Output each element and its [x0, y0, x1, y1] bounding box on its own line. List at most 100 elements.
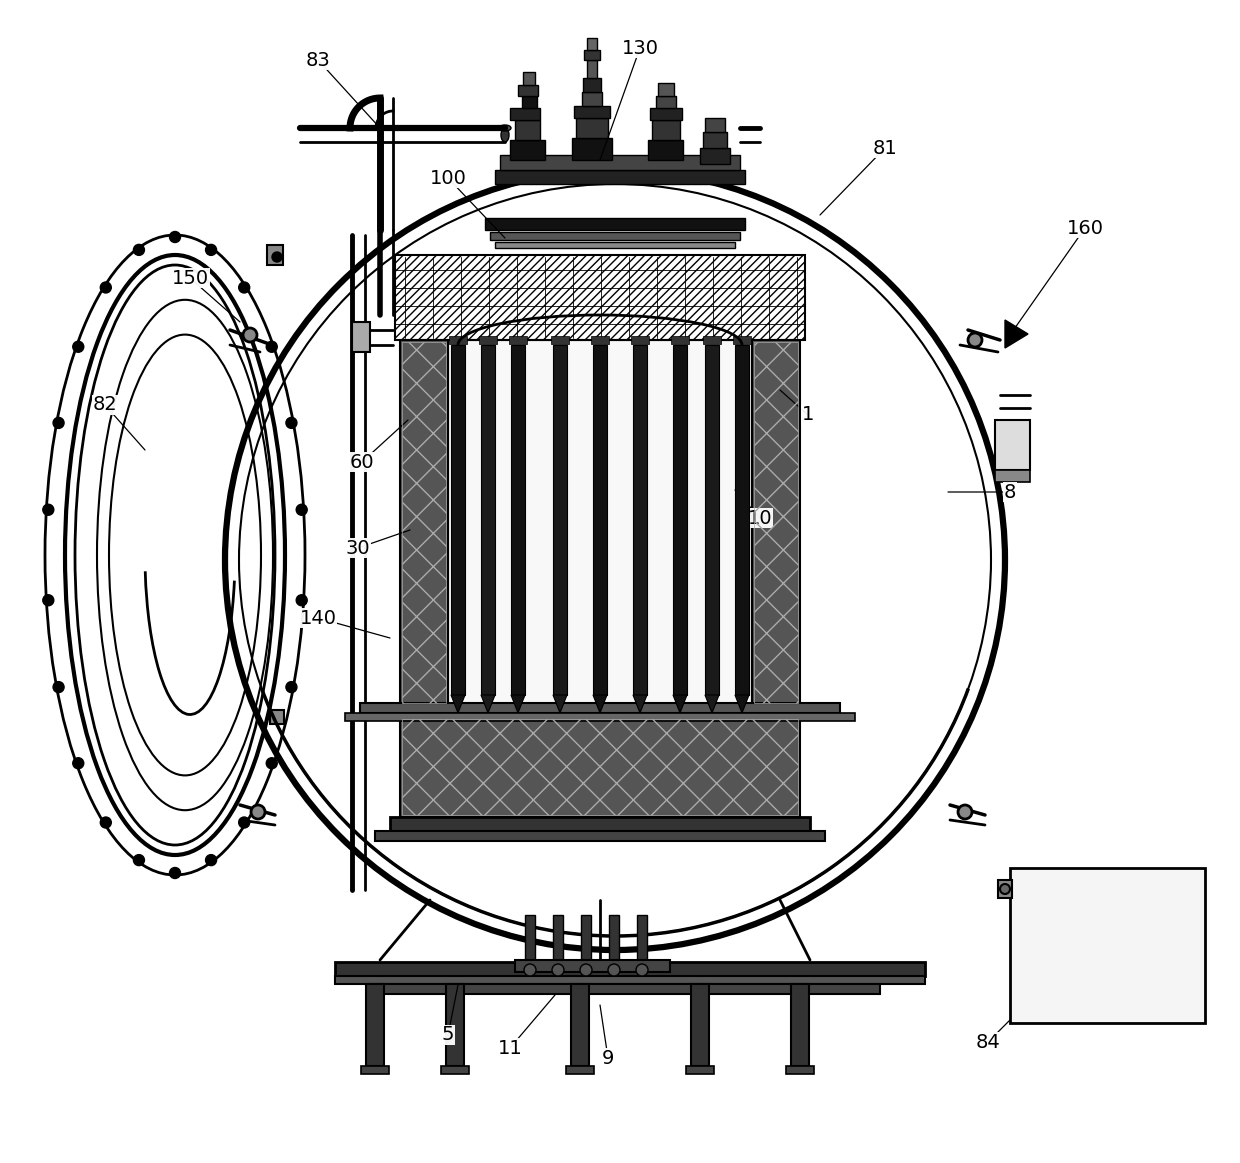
Bar — [584, 50, 600, 60]
Bar — [582, 92, 601, 106]
Circle shape — [239, 818, 249, 828]
Bar — [565, 1066, 594, 1073]
Ellipse shape — [501, 128, 508, 142]
Bar — [515, 120, 539, 140]
Bar — [583, 78, 601, 92]
Bar — [706, 345, 719, 695]
Bar — [515, 959, 670, 972]
Bar — [448, 340, 751, 705]
Bar — [402, 342, 446, 702]
Polygon shape — [593, 695, 608, 713]
Bar — [495, 170, 745, 184]
Circle shape — [296, 594, 308, 606]
Bar — [402, 719, 799, 815]
Bar — [267, 245, 283, 265]
Bar — [637, 915, 647, 965]
Circle shape — [170, 231, 181, 243]
Circle shape — [73, 758, 84, 769]
Text: 5: 5 — [441, 1026, 454, 1044]
Text: 10: 10 — [748, 508, 773, 528]
Ellipse shape — [498, 124, 511, 131]
Circle shape — [250, 805, 265, 819]
Polygon shape — [673, 695, 687, 713]
Bar — [706, 117, 725, 131]
Circle shape — [53, 682, 64, 693]
Bar — [658, 83, 675, 97]
Circle shape — [43, 594, 53, 606]
Text: 8: 8 — [1004, 483, 1017, 501]
Bar — [451, 345, 465, 695]
Text: 83: 83 — [305, 50, 330, 70]
Circle shape — [53, 418, 64, 428]
Bar — [994, 420, 1030, 470]
Bar — [751, 340, 800, 705]
Bar — [703, 131, 727, 148]
Circle shape — [239, 281, 249, 293]
Bar — [370, 984, 880, 994]
Text: 130: 130 — [621, 38, 658, 57]
Bar — [609, 915, 619, 965]
Text: 150: 150 — [171, 269, 208, 287]
Bar — [686, 1066, 714, 1073]
Circle shape — [206, 244, 217, 256]
Bar — [998, 880, 1012, 898]
Bar — [366, 984, 384, 1066]
Circle shape — [206, 855, 217, 865]
Bar — [391, 816, 810, 832]
Circle shape — [134, 855, 144, 865]
Bar — [703, 336, 720, 344]
Bar — [650, 108, 682, 120]
Bar — [510, 140, 546, 160]
Bar — [1011, 868, 1205, 1023]
Bar — [352, 322, 370, 352]
Bar — [500, 155, 740, 170]
Text: 140: 140 — [300, 608, 336, 628]
Polygon shape — [632, 695, 647, 713]
Circle shape — [73, 341, 84, 352]
Bar — [994, 470, 1030, 481]
Bar — [754, 342, 799, 702]
Text: 9: 9 — [601, 1049, 614, 1068]
Bar — [446, 984, 464, 1066]
Circle shape — [636, 964, 649, 976]
Circle shape — [170, 868, 181, 878]
Text: 30: 30 — [346, 538, 371, 557]
Bar — [577, 117, 608, 138]
Bar — [553, 915, 563, 965]
Bar — [449, 336, 467, 344]
Bar — [495, 242, 735, 248]
Circle shape — [134, 244, 144, 256]
Text: 1: 1 — [802, 406, 815, 424]
Circle shape — [580, 964, 591, 976]
Text: 82: 82 — [93, 395, 118, 414]
Bar — [587, 38, 596, 50]
Circle shape — [100, 281, 112, 293]
Bar — [587, 60, 596, 78]
Polygon shape — [511, 695, 525, 713]
Text: 60: 60 — [350, 452, 374, 471]
Bar — [671, 336, 689, 344]
Circle shape — [608, 964, 620, 976]
Bar — [574, 106, 610, 117]
Bar — [673, 345, 687, 695]
Text: 84: 84 — [976, 1033, 1001, 1051]
Bar — [791, 984, 808, 1066]
Bar — [701, 148, 730, 164]
Bar — [511, 345, 525, 695]
Bar — [525, 915, 534, 965]
Polygon shape — [451, 695, 465, 713]
Bar — [518, 85, 538, 97]
Text: 100: 100 — [429, 169, 466, 187]
Circle shape — [968, 333, 982, 347]
Bar — [593, 345, 608, 695]
Circle shape — [43, 505, 53, 515]
Text: 11: 11 — [497, 1039, 522, 1057]
Text: 81: 81 — [873, 138, 898, 157]
Circle shape — [525, 964, 536, 976]
Polygon shape — [1004, 320, 1028, 348]
Bar — [553, 345, 567, 695]
Bar — [374, 832, 825, 841]
Bar — [361, 1066, 389, 1073]
Polygon shape — [706, 695, 719, 713]
Circle shape — [959, 805, 972, 819]
